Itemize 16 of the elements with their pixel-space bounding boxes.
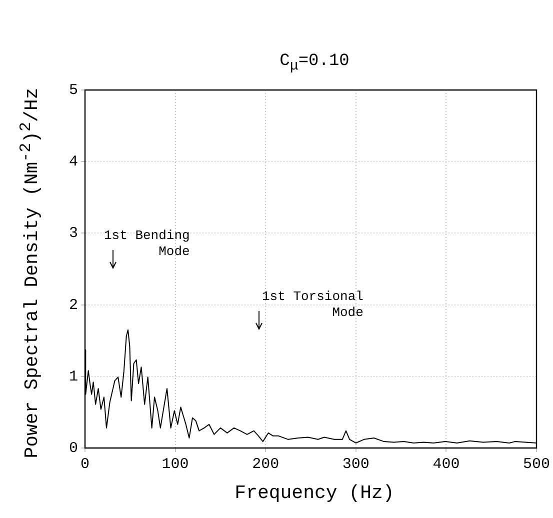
x-tick-label: 200 <box>252 456 280 473</box>
x-tick-label: 500 <box>522 456 550 473</box>
x-tick-label: 100 <box>162 456 189 473</box>
y-tick-label: 1 <box>68 368 78 386</box>
x-tick-label: 0 <box>80 456 90 473</box>
x-tick-label: 400 <box>432 456 460 473</box>
y-tick-label: 5 <box>68 82 78 99</box>
y-tick-label: 0 <box>68 440 78 457</box>
annotation: 1st Torsional Mode <box>262 289 364 321</box>
y-tick-label: 4 <box>68 154 78 171</box>
chart-title: C$_{μ}$=0.10 <box>278 52 350 74</box>
y-tick-label: 3 <box>68 225 78 242</box>
x-tick-label: 300 <box>342 456 370 473</box>
y-tick-label: 2 <box>68 296 78 314</box>
x-axis-title: Frequency (Hz) <box>234 482 396 504</box>
annotation: 1st Bending Mode <box>104 228 190 260</box>
